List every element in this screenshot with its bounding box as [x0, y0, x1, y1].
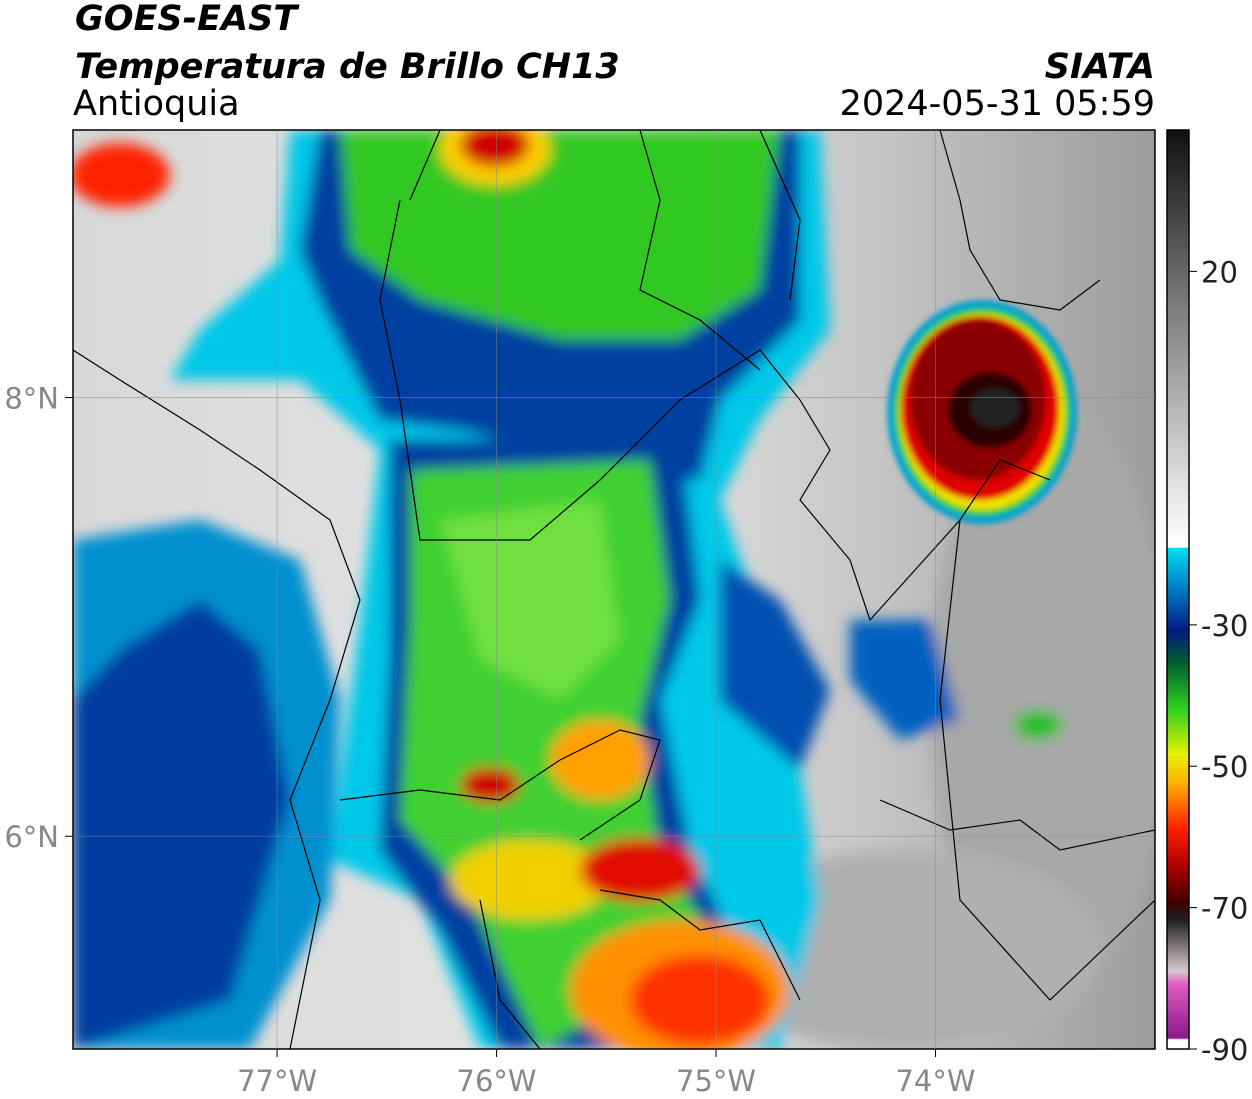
- colorbar: [1166, 129, 1190, 1050]
- colorbar-tick-label: -70: [1201, 892, 1248, 926]
- subtitle: Temperatura de Brillo CH13: [75, 47, 620, 87]
- imagery: [73, 130, 1155, 1049]
- colorbar-tick-label: -50: [1201, 750, 1248, 784]
- lon-tick-label: 76°W: [457, 1064, 537, 1098]
- lon-tick-label: 75°W: [676, 1064, 756, 1098]
- lon-tick-label: 77°W: [237, 1064, 317, 1098]
- colorbar-tick-label: -90: [1201, 1033, 1248, 1067]
- colorbar-tick-label: -30: [1201, 609, 1248, 643]
- lat-tick-label: 6°N: [4, 820, 59, 854]
- colorbar-tick-label: 20: [1201, 255, 1238, 289]
- region: Antioquia: [73, 84, 240, 124]
- source: SIATA: [1045, 47, 1155, 87]
- lat-tick-label: 8°N: [4, 382, 59, 416]
- lon-tick-label: 74°W: [895, 1064, 975, 1098]
- title: GOES-EAST: [75, 0, 300, 39]
- timestamp: 2024-05-31 05:59: [840, 84, 1155, 124]
- map-frame: [72, 129, 1156, 1050]
